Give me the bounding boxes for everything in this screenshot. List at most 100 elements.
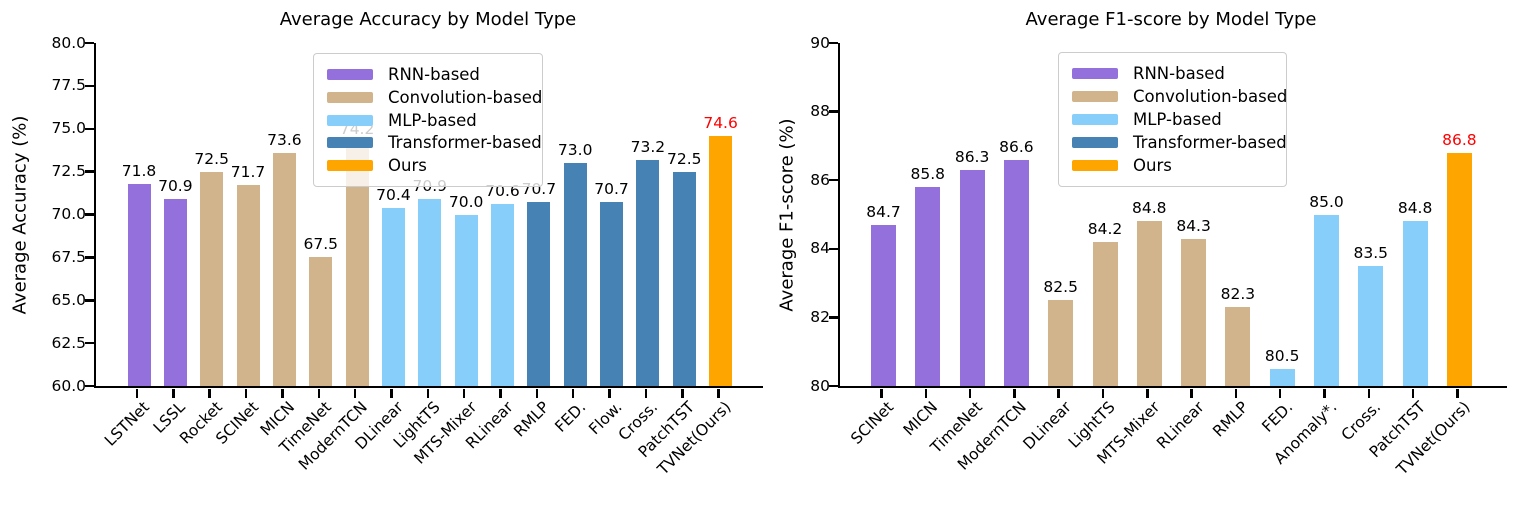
- y-tick-mark: [85, 384, 94, 388]
- legend-entry: RNN-based: [327, 65, 529, 84]
- y-tick-label: 86: [810, 170, 830, 189]
- y-tick-label: 65.0: [51, 290, 86, 309]
- bar-LightTS: [418, 199, 442, 386]
- legend-swatch-convolution-based: [327, 91, 373, 103]
- y-tick-label: 62.5: [51, 333, 86, 352]
- f1-chart-title: Average F1-score by Model Type: [1025, 9, 1317, 30]
- x-tick-mark: [1411, 388, 1415, 398]
- legend-label: Transformer-based: [388, 133, 542, 153]
- legend-entry: Ours: [1072, 156, 1273, 175]
- y-tick-label: 60.0: [51, 376, 86, 395]
- legend-label: Convolution-based: [1133, 87, 1288, 106]
- x-tick-mark: [571, 388, 575, 398]
- x-tick-mark: [1278, 388, 1282, 398]
- y-tick-label: 80: [810, 376, 830, 395]
- x-tick-mark: [1013, 388, 1016, 398]
- bar-SCINet: [236, 185, 260, 386]
- bar-Rocket: [200, 171, 224, 386]
- legend-label: RNN-based: [1133, 64, 1225, 83]
- bar-FED.: [1269, 368, 1295, 386]
- y-tick-label: 80.0: [51, 33, 86, 52]
- y-tick-label: 88: [810, 102, 830, 121]
- y-tick-mark: [85, 213, 94, 216]
- bar-value-label: 84.2: [1087, 219, 1123, 238]
- x-tick-label: FED.: [551, 398, 589, 436]
- legend-swatch-rnn-based: [1072, 68, 1118, 79]
- legend-swatch-transformer-based: [1072, 137, 1118, 148]
- bar-FED.: [563, 163, 587, 386]
- bar-value-label: 72.5: [666, 149, 702, 168]
- x-tick-label: SCINet: [847, 398, 898, 448]
- bar-value-label: 72.5: [194, 149, 229, 168]
- bar-value-label: 73.0: [557, 141, 593, 160]
- y-tick-mark: [829, 247, 838, 251]
- x-tick-mark: [1367, 388, 1371, 398]
- x-tick-mark: [426, 388, 430, 398]
- legend-swatch-transformer-based: [327, 137, 373, 149]
- bar-value-label: 82.3: [1220, 285, 1256, 304]
- bar-PatchTST: [672, 171, 696, 386]
- x-tick-mark: [1101, 388, 1105, 398]
- x-tick-label: MICN: [900, 398, 942, 440]
- legend-swatch-ours: [327, 160, 373, 171]
- bar-value-label: 73.2: [630, 137, 666, 156]
- x-tick-mark: [1234, 388, 1238, 398]
- bar-TimeNet: [309, 257, 333, 386]
- f1-plot-area: 84.7 85.8 86.3 86.6 82.5 84.2 84.8 84.3 82.3 80.5…: [838, 43, 1507, 388]
- x-tick-mark: [1323, 388, 1326, 398]
- x-tick-mark: [317, 388, 320, 398]
- bar-Cross.: [1358, 265, 1384, 386]
- bar-RMLP: [1225, 307, 1251, 386]
- x-tick-mark: [281, 388, 284, 398]
- bar-RLinear: [1181, 238, 1207, 386]
- f1-y-axis-label: Average F1-score (%): [776, 118, 798, 312]
- bar-Anomaly*.: [1314, 214, 1339, 386]
- x-tick-mark: [462, 388, 466, 398]
- x-tick-mark: [244, 388, 248, 398]
- legend-entry: Transformer-based: [1072, 133, 1287, 152]
- bar-ModernTCN: [345, 142, 369, 386]
- legend-swatch-mlp-based: [327, 114, 373, 126]
- accuracy-chart-title: Average Accuracy by Model Type: [279, 9, 577, 30]
- y-tick-mark: [85, 84, 94, 88]
- bar-value-label: 85.8: [910, 165, 946, 184]
- legend-entry: RNN-based: [1072, 64, 1273, 83]
- bar-value-label: 83.5: [1353, 243, 1389, 262]
- bar-value-label: 84.8: [1397, 199, 1433, 218]
- y-tick-mark: [829, 110, 838, 113]
- x-tick-mark: [1146, 388, 1149, 398]
- bar-value-label: 70.4: [376, 185, 411, 204]
- x-tick-mark: [499, 388, 502, 398]
- legend-swatch-ours: [1072, 160, 1118, 171]
- bar-value-label: 70.9: [158, 177, 193, 196]
- legend-label: RNN-based: [388, 65, 480, 84]
- y-tick-label: 67.5: [51, 247, 86, 266]
- bar-value-label: 86.8: [1442, 130, 1477, 149]
- legend-label: Ours: [1133, 156, 1172, 175]
- bar-Flow.: [600, 202, 624, 386]
- bar-value-label: 71.8: [121, 161, 157, 180]
- accuracy-chart-panel: Average Accuracy by Model Type Average A…: [10, 9, 763, 479]
- legend-label: MLP-based: [388, 110, 477, 130]
- y-tick-label: 90: [810, 33, 830, 52]
- bar-value-label: 73.6: [267, 130, 302, 149]
- bar-value-label: 74.6: [703, 113, 738, 132]
- bar-TVNet(Ours): [1446, 152, 1472, 386]
- bar-value-label: 82.5: [1043, 278, 1078, 297]
- y-tick-mark: [85, 170, 94, 173]
- legend-label: MLP-based: [1133, 110, 1222, 129]
- y-tick-mark: [85, 299, 94, 302]
- x-tick-mark: [1456, 388, 1459, 398]
- bar-RLinear: [491, 204, 514, 386]
- bar-value-label: 84.7: [866, 202, 901, 221]
- legend-swatch-convolution-based: [1072, 91, 1118, 102]
- bar-LSTNet: [127, 183, 151, 386]
- x-tick-label: DLinear: [1019, 398, 1075, 454]
- y-tick-label: 70.0: [51, 205, 86, 223]
- y-tick-mark: [829, 384, 838, 388]
- x-tick-mark: [1190, 388, 1193, 398]
- bar-LightTS: [1092, 241, 1118, 386]
- bar-RMLP: [527, 202, 551, 386]
- legend-entry: Transformer-based: [327, 133, 542, 152]
